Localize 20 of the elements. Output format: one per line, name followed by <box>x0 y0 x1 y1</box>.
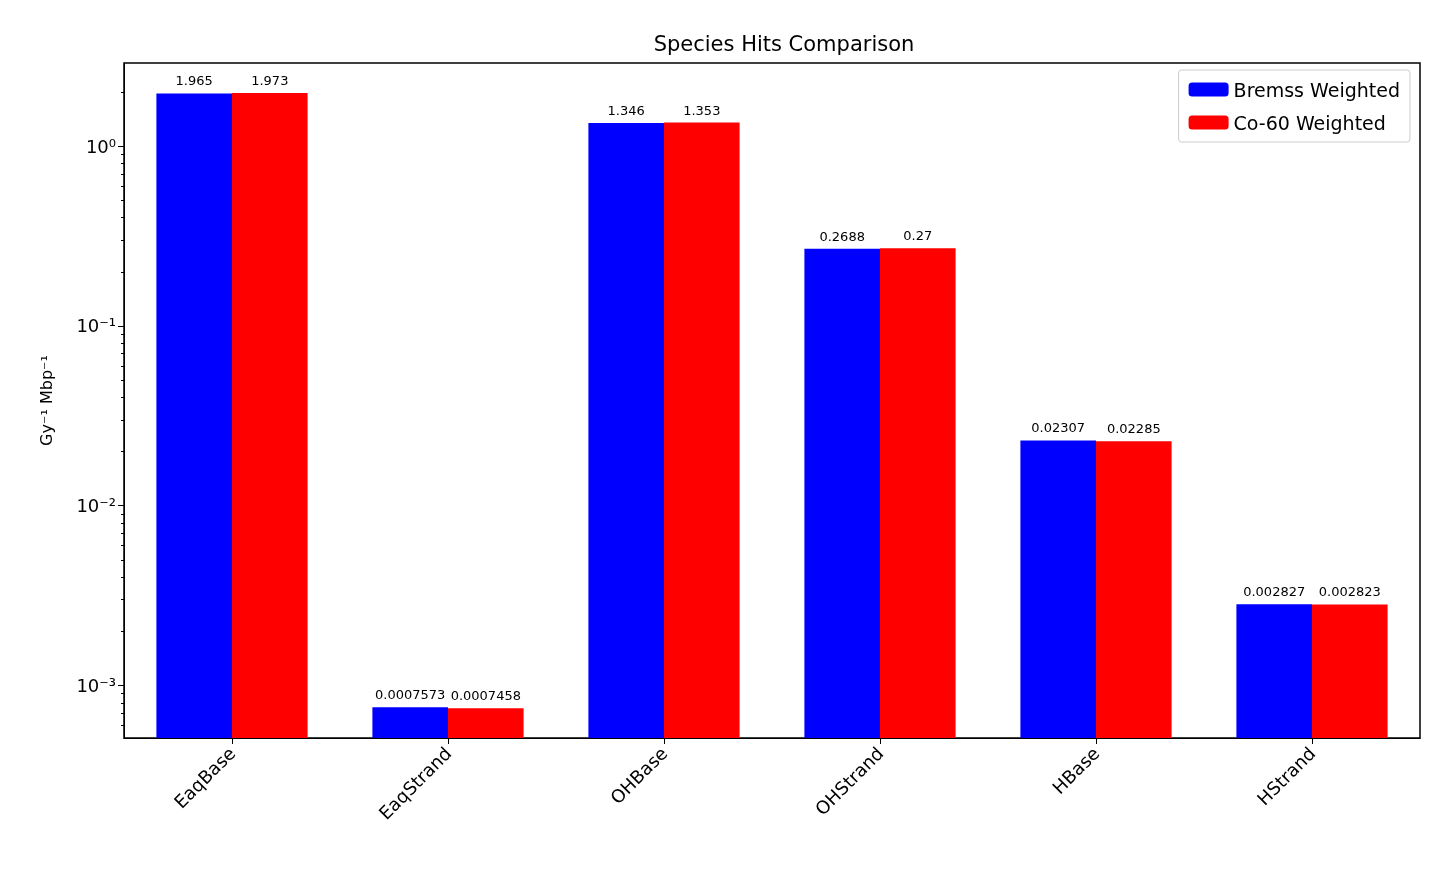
y-tick-label: 10⁻¹ <box>76 315 116 337</box>
data-label: 0.27 <box>903 228 933 244</box>
legend-label: Co-60 Weighted <box>1233 111 1386 134</box>
chart-title: Species Hits Comparison <box>653 31 915 56</box>
y-tick-label: 10⁻² <box>76 495 116 517</box>
data-label: 1.965 <box>175 73 213 89</box>
y-tick-label: 10⁻³ <box>76 674 116 696</box>
data-label: 0.02307 <box>1031 420 1086 436</box>
data-label: 0.0007458 <box>450 688 521 704</box>
data-label: 0.002827 <box>1243 584 1306 600</box>
data-label: 1.353 <box>683 102 721 118</box>
y-axis-title: Gy⁻¹ Mbp⁻¹ <box>36 355 56 446</box>
data-label: 0.002823 <box>1318 584 1381 600</box>
data-label: 1.973 <box>251 73 289 89</box>
legend-label: Bremss Weighted <box>1233 78 1401 101</box>
data-label: 0.2688 <box>819 228 865 244</box>
data-label: 1.346 <box>607 102 645 118</box>
y-tick-label: 10⁰ <box>85 135 116 157</box>
data-label: 0.02285 <box>1106 421 1161 437</box>
data-label: 0.0007573 <box>375 687 446 703</box>
